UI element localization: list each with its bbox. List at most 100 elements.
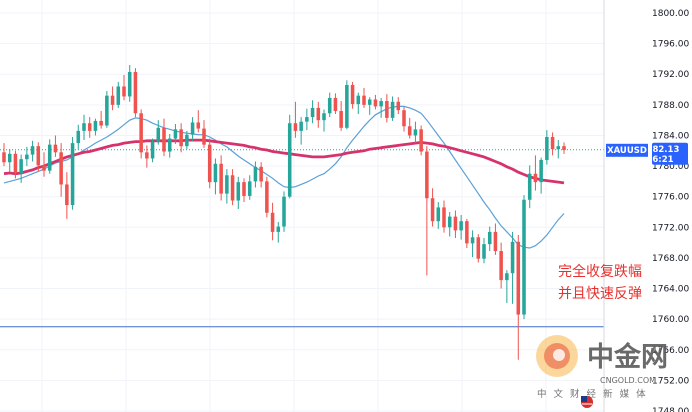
y-tick-label: 1796.00 — [652, 40, 689, 50]
candle — [396, 97, 401, 115]
candle — [505, 270, 509, 304]
candle — [522, 195, 526, 320]
price-tag-value: 1782.13 — [641, 145, 680, 155]
y-tick-label: 1784.00 — [652, 131, 689, 141]
candle — [19, 154, 23, 183]
candle — [230, 169, 235, 206]
candle — [333, 93, 338, 115]
candle — [25, 146, 29, 167]
candle — [270, 202, 275, 241]
candle — [65, 172, 69, 219]
candle — [82, 114, 86, 141]
candle — [482, 238, 486, 264]
symbol-label: XAUUSD — [607, 146, 647, 156]
candle — [545, 130, 549, 165]
candle — [156, 120, 161, 145]
candle — [110, 86, 115, 111]
candle — [385, 94, 389, 123]
candle — [236, 176, 241, 209]
candle — [339, 101, 343, 131]
candle — [13, 150, 18, 179]
candle — [362, 88, 366, 108]
candle — [265, 176, 269, 218]
candle — [2, 143, 6, 167]
price-axis[interactable]: 1800.00 1796.00 1792.00 1788.00 1784.00 1780.… — [652, 9, 689, 412]
candle-countdown: 26:21 — [646, 155, 673, 165]
candle — [122, 74, 126, 101]
candle — [105, 91, 109, 128]
candle — [350, 81, 355, 109]
y-tick-label: 1772.00 — [652, 223, 689, 233]
candle — [516, 234, 521, 360]
candle — [173, 123, 178, 144]
y-tick-label: 1800.00 — [652, 9, 689, 19]
candle — [413, 121, 418, 144]
candle — [299, 117, 303, 145]
candle — [127, 65, 132, 102]
candle — [373, 94, 378, 110]
moving-averages — [3, 105, 565, 249]
candle — [390, 96, 395, 121]
candle — [367, 97, 372, 115]
grid — [0, 0, 604, 412]
y-tick-label: 1752.00 — [652, 376, 689, 386]
candle — [447, 212, 452, 237]
y-tick-label: 1780.00 — [652, 162, 689, 172]
candle — [162, 118, 166, 157]
candle — [47, 139, 52, 174]
candle — [253, 161, 258, 188]
candle — [305, 108, 309, 131]
candle — [179, 123, 183, 153]
candle — [190, 117, 195, 141]
candles — [2, 65, 566, 360]
price-tag: 1782.13 26:21 — [641, 142, 688, 165]
candle — [282, 191, 286, 232]
candle — [499, 242, 503, 289]
candle — [202, 120, 206, 148]
candle — [562, 142, 566, 154]
candle — [219, 155, 223, 201]
candle — [476, 234, 481, 263]
candle — [42, 152, 46, 177]
candle — [87, 117, 92, 138]
candle — [556, 140, 561, 159]
candle — [356, 92, 361, 115]
candle — [225, 169, 229, 204]
candle — [430, 188, 435, 227]
candle — [436, 202, 441, 229]
candle — [527, 165, 532, 209]
candle — [310, 100, 315, 124]
candle — [510, 231, 515, 304]
candle — [53, 135, 58, 157]
candle — [196, 110, 201, 133]
y-tick-label: 1760.00 — [652, 315, 689, 325]
candle — [70, 136, 75, 210]
cngold-logo-icon — [536, 335, 578, 377]
candle — [139, 109, 143, 159]
candle — [316, 101, 321, 128]
y-tick-label: 1792.00 — [652, 70, 689, 80]
candle — [533, 155, 538, 191]
y-tick-label: 1776.00 — [652, 193, 689, 203]
candle — [116, 81, 121, 108]
annotation-line-2: 并且快速反弹 — [558, 286, 642, 302]
candle — [247, 175, 252, 200]
candle — [470, 230, 475, 258]
candle — [99, 110, 103, 129]
annotation-line-1: 完全收复跌幅 — [558, 263, 642, 280]
y-tick-label: 1748.00 — [652, 407, 689, 412]
candle — [259, 162, 263, 188]
candle — [213, 158, 218, 195]
candle — [487, 226, 492, 252]
candle — [293, 101, 298, 138]
candle — [539, 157, 543, 194]
candle — [59, 143, 63, 197]
y-tick-label: 1764.00 — [652, 285, 689, 295]
watermark: 中金网 CNGOLD.COM 中 文 财 经 新 媒 体 — [536, 335, 668, 408]
candle — [379, 97, 383, 118]
candle — [453, 210, 458, 239]
candle — [145, 145, 149, 168]
candle — [550, 132, 555, 156]
reference-lines — [0, 149, 604, 328]
